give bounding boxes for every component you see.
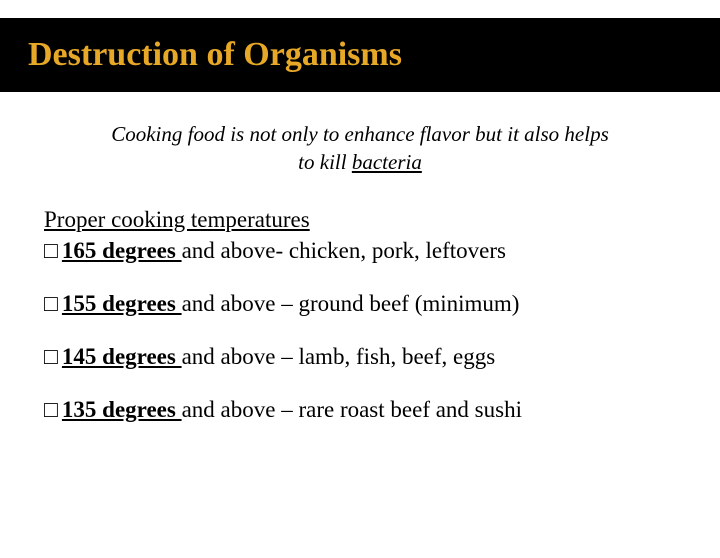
subtitle-line2-underlined: bacteria xyxy=(352,150,422,174)
bullet-icon: □ xyxy=(44,290,58,316)
temp-desc: and above – rare roast beef and sushi xyxy=(182,397,522,422)
list-item: □165 degrees and above- chicken, pork, l… xyxy=(44,235,676,266)
temp-desc: and above – lamb, fish, beef, eggs xyxy=(182,344,496,369)
bullet-icon: □ xyxy=(44,237,58,263)
slide-title: Destruction of Organisms xyxy=(28,36,720,74)
subtitle-line1: Cooking food is not only to enhance flav… xyxy=(111,122,609,146)
subtitle: Cooking food is not only to enhance flav… xyxy=(60,120,660,177)
temp-value: 165 degrees xyxy=(62,238,182,263)
temp-desc: and above – ground beef (minimum) xyxy=(182,291,520,316)
content-block: Proper cooking temperatures □165 degrees… xyxy=(44,207,676,425)
list-item: □155 degrees and above – ground beef (mi… xyxy=(44,288,676,319)
temp-value: 145 degrees xyxy=(62,344,182,369)
list-item: □135 degrees and above – rare roast beef… xyxy=(44,394,676,425)
bullet-icon: □ xyxy=(44,396,58,422)
subtitle-line2-pre: to kill xyxy=(298,150,352,174)
list-item: □145 degrees and above – lamb, fish, bee… xyxy=(44,341,676,372)
title-bar: Destruction of Organisms xyxy=(0,18,720,92)
temp-desc: and above- chicken, pork, leftovers xyxy=(182,238,506,263)
temp-value: 135 degrees xyxy=(62,397,182,422)
bullet-icon: □ xyxy=(44,343,58,369)
temp-value: 155 degrees xyxy=(62,291,182,316)
section-heading: Proper cooking temperatures xyxy=(44,207,676,233)
